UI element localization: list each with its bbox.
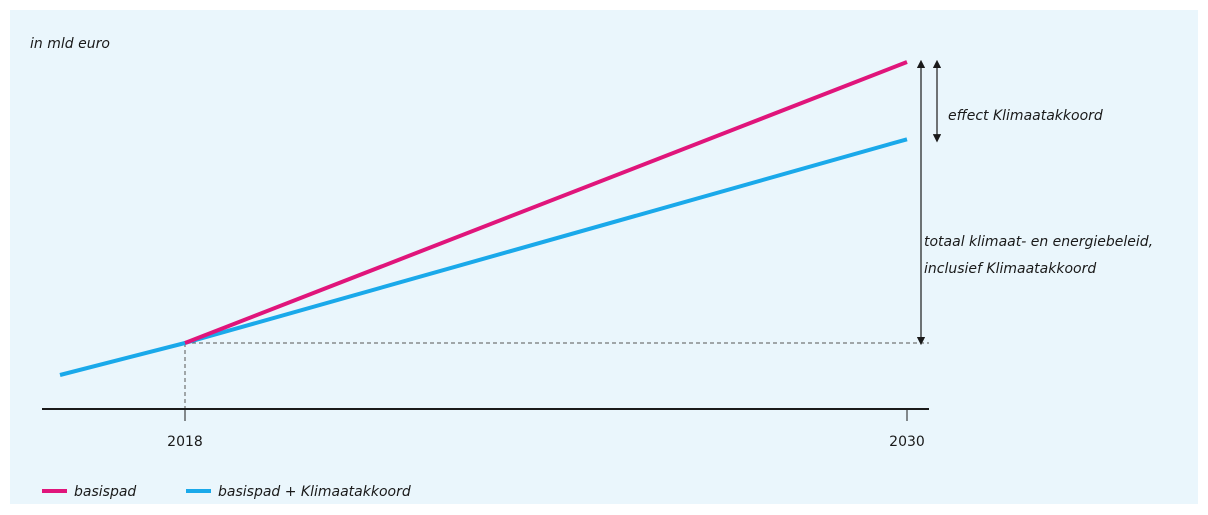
- chart-panel: [10, 10, 1198, 504]
- legend-label-basispad-klimaatakkoord: basispad + Klimaatakkoord: [218, 484, 411, 500]
- total-label-line-1: totaal klimaat- en energiebeleid,: [924, 234, 1153, 250]
- series-line-basispad: [184, 60, 908, 345]
- series-line-basispad-klimaatakkoord: [184, 137, 908, 345]
- effect-label: effect Klimaatakkoord: [948, 108, 1103, 124]
- legend-label-basispad: basispad: [74, 484, 136, 500]
- total-label-line-2: inclusief Klimaatakkoord: [924, 261, 1096, 277]
- unit-label: in mld euro: [30, 36, 110, 52]
- legend: basispad basispad + Klimaatakkoord: [42, 484, 411, 500]
- series-line-basispad-klimaatakkoord-pre-2018: [59, 341, 186, 377]
- x-tick-label-2030: 2030: [889, 434, 925, 450]
- x-tick-label-2018: 2018: [167, 434, 203, 450]
